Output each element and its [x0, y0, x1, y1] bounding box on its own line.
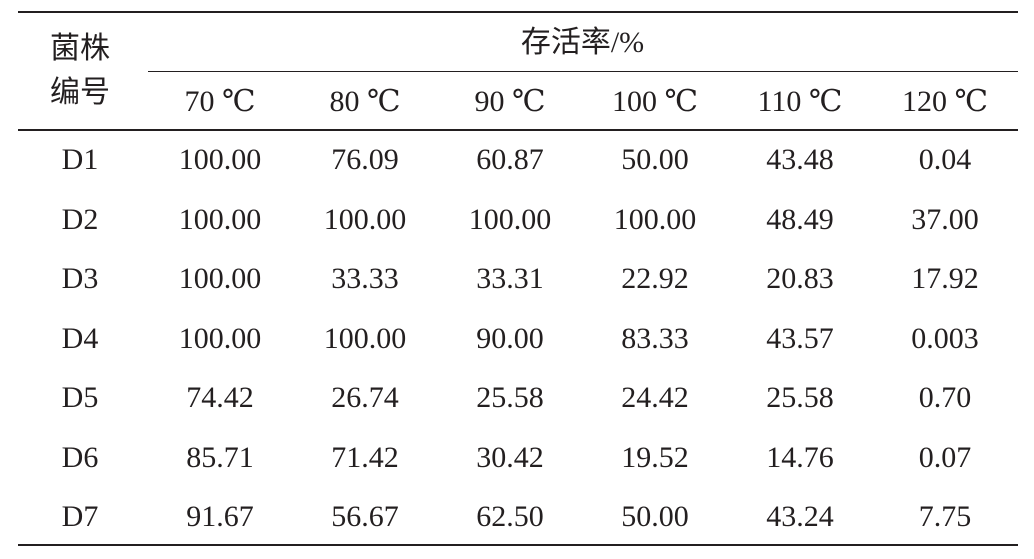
survival-rate: 24.42 — [621, 381, 689, 414]
survival-rate: 0.04 — [918, 143, 972, 176]
strain-id: D3 — [61, 262, 99, 295]
survival-rate: 0.70 — [918, 381, 972, 414]
column-header: 100 ℃ — [611, 85, 699, 118]
survival-rate: 30.42 — [476, 440, 544, 474]
survival-rate: 43.48 — [766, 143, 834, 176]
survival-rate: 60.87 — [476, 143, 544, 176]
survival-rate: 19.52 — [621, 440, 689, 474]
survival-rate: 85.71 — [186, 440, 254, 474]
survival-rate: 7.75 — [918, 500, 972, 533]
strain-id: D4 — [61, 321, 99, 355]
column-header: 80 ℃ — [329, 85, 401, 118]
survival-rate: 43.24 — [766, 500, 834, 533]
survival-rate: 100.00 — [613, 202, 697, 236]
survival-rate: 83.33 — [621, 321, 689, 355]
survival-rate: 56.67 — [331, 500, 399, 533]
survival-rate: 20.83 — [766, 262, 834, 295]
group-header: 存活率/% — [520, 26, 645, 59]
column-header: 110 ℃ — [757, 85, 843, 118]
survival-rate: 100.00 — [323, 321, 407, 355]
survival-rate: 43.57 — [766, 321, 834, 355]
survival-rate: 22.92 — [621, 262, 689, 295]
survival-rate: 0.07 — [918, 440, 972, 474]
survival-rate: 14.76 — [766, 440, 834, 474]
survival-rate: 50.00 — [621, 143, 689, 176]
survival-rate: 48.49 — [766, 202, 834, 236]
survival-rate: 50.00 — [621, 500, 689, 533]
survival-rate: 100.00 — [323, 202, 407, 236]
corner-header: 菌株 — [50, 32, 110, 65]
survival-rate: 25.58 — [766, 381, 834, 414]
group-rule — [148, 71, 1018, 72]
survival-rate: 25.58 — [476, 381, 544, 414]
column-header: 90 ℃ — [474, 85, 546, 118]
survival-rate: 91.67 — [186, 500, 254, 533]
header-rule — [18, 129, 1018, 131]
bottom-rule — [18, 544, 1018, 546]
column-header: 120 ℃ — [901, 85, 989, 118]
survival-rate: 33.33 — [331, 262, 399, 295]
corner-header: 编号 — [50, 76, 110, 109]
survival-rate: 90.00 — [476, 321, 544, 355]
strain-id: D7 — [61, 500, 99, 533]
strain-id: D1 — [61, 143, 99, 176]
strain-id: D2 — [61, 202, 99, 236]
survival-rate: 100.00 — [178, 143, 262, 176]
survival-rate: 76.09 — [331, 143, 399, 176]
survival-rate: 100.00 — [178, 262, 262, 295]
survival-rate: 33.31 — [476, 262, 544, 295]
strain-id: D6 — [61, 440, 99, 474]
survival-rate: 74.42 — [186, 381, 254, 414]
survival-rate: 100.00 — [178, 202, 262, 236]
survival-rate: 37.00 — [911, 202, 979, 236]
survival-rate: 17.92 — [911, 262, 979, 295]
strain-id: D5 — [61, 381, 99, 414]
survival-rate: 26.74 — [331, 381, 399, 414]
top-rule — [18, 11, 1018, 13]
survival-rate: 0.003 — [911, 321, 979, 355]
survival-rate: 100.00 — [178, 321, 262, 355]
survival-rate: 71.42 — [331, 440, 399, 474]
column-header: 70 ℃ — [184, 85, 256, 118]
survival-rate: 100.00 — [468, 202, 552, 236]
survival-rate: 62.50 — [476, 500, 544, 533]
